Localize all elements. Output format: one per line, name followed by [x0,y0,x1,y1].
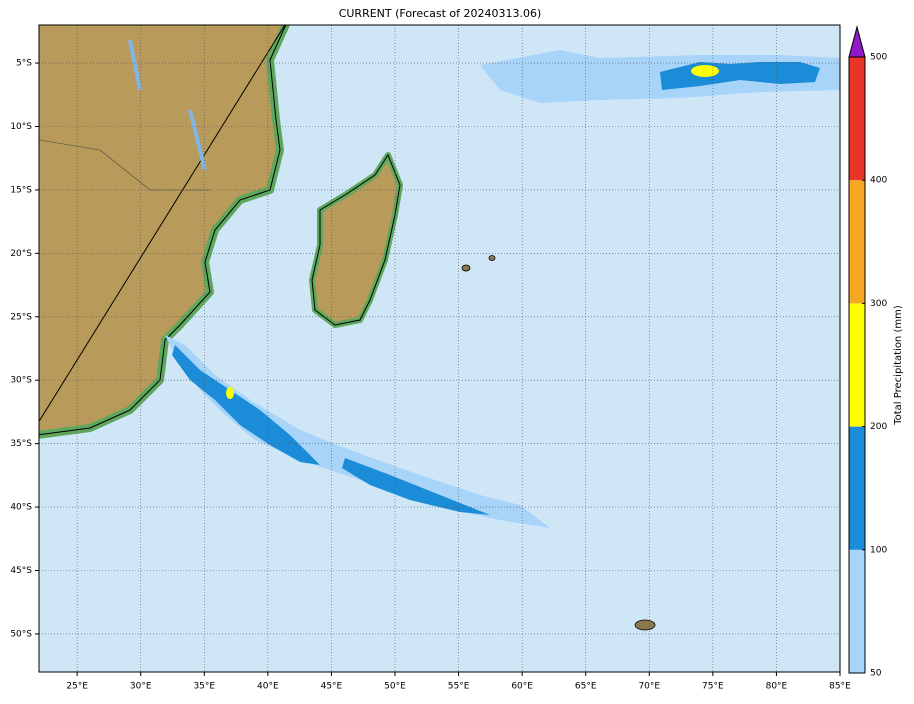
y-tick-label: 20°S [10,249,32,259]
colorbar: 50 100 200 300 400 500 [848,25,887,679]
x-tick-label: 85°E [829,682,851,692]
x-tick-label: 60°E [511,682,533,692]
colorbar-segment [849,303,865,427]
map-title: CURRENT (Forecast of 20240313.06) [339,7,542,20]
colorbar-segment [849,426,865,550]
colorbar-tick-label: 100 [870,545,887,555]
colorbar-segment [849,57,865,181]
y-tick-label: 40°S [10,503,32,513]
colorbar-tick-label: 50 [870,669,882,679]
island [461,264,471,272]
x-tick-label: 25°E [66,682,88,692]
precip-high [226,387,234,399]
x-tick-label: 70°E [638,682,660,692]
x-tick-label: 45°E [321,682,343,692]
africa-coast [39,25,287,436]
colorbar-tick-label: 200 [870,422,887,432]
x-tick-label: 50°E [384,682,406,692]
colorbar-segment [849,549,865,673]
colorbar-tick-label: 500 [870,53,887,63]
precip-light [165,335,550,528]
x-tick-label: 75°E [702,682,724,692]
x-tick-label: 35°E [193,682,215,692]
y-tick-label: 5°S [16,59,32,69]
precip-medium [172,345,320,465]
island [488,255,496,261]
x-tick-label: 40°E [257,682,279,692]
precip-medium [342,458,490,515]
x-tick-label: 80°E [766,682,788,692]
x-tick-label: 65°E [575,682,597,692]
y-tick-label: 10°S [10,122,32,132]
y-tick-label: 30°S [10,376,32,386]
precip-high [691,65,719,77]
madagascar-coast [311,153,401,326]
colorbar-extend [848,25,866,58]
colorbar-tick-label: 300 [870,299,887,309]
colorbar-tick-label: 400 [870,176,887,186]
lakes [128,39,207,171]
y-tick-label: 35°S [10,439,32,449]
x-tick-label: 30°E [130,682,152,692]
y-tick-label: 25°S [10,312,32,322]
colorbar-segment [849,180,865,304]
colorbar-label: Total Precipitation (mm) [893,305,904,426]
plot-border [38,24,841,673]
island [634,619,656,631]
y-tick-label: 45°S [10,566,32,576]
y-tick-label: 50°S [10,629,32,639]
colorbar-border [848,56,866,674]
x-tick-label: 55°E [448,682,470,692]
y-tick-label: 15°S [10,185,32,195]
map-area [39,25,840,672]
